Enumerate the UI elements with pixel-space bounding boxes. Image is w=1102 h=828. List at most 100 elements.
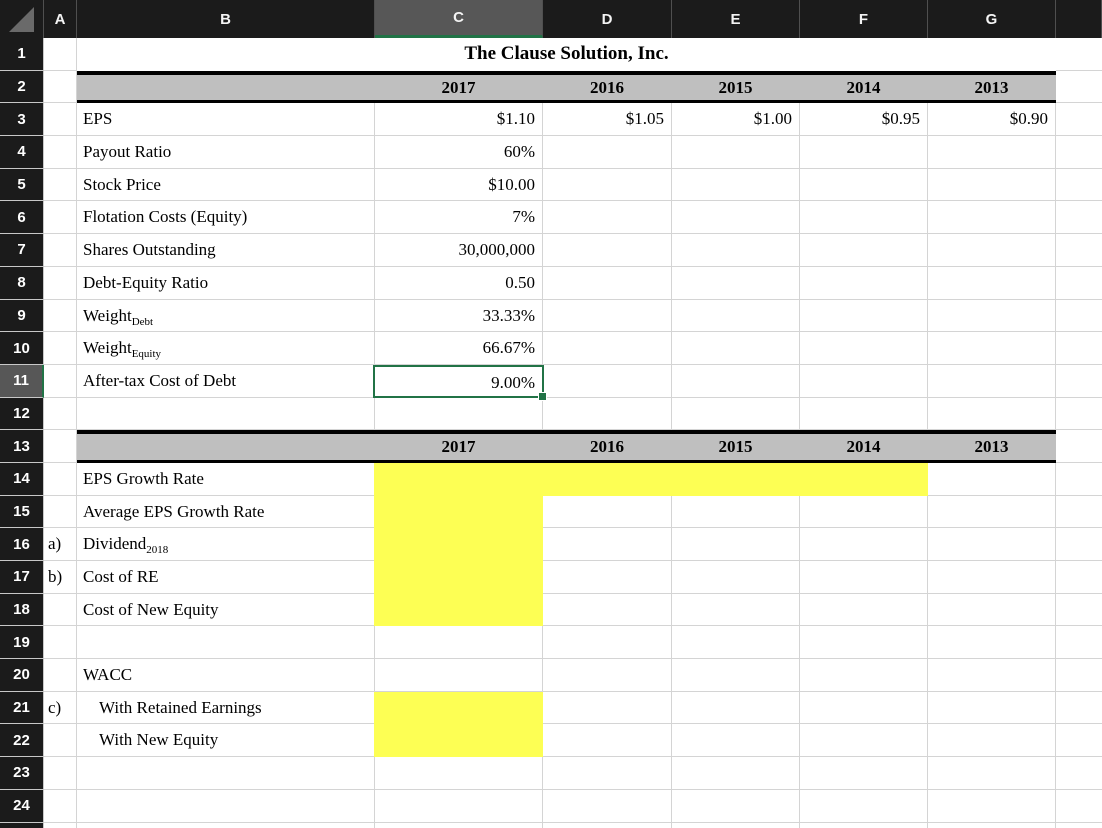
cell-payout-ratio-label[interactable]: Payout Ratio — [83, 142, 172, 162]
row-14: 14 EPS Growth Rate — [0, 462, 1102, 496]
column-header-A[interactable]: A — [44, 0, 77, 38]
row-header-13[interactable]: 13 — [0, 430, 44, 463]
cell-payout-ratio-2017[interactable]: 60% — [503, 142, 535, 162]
row-header-19[interactable]: 19 — [0, 626, 44, 660]
row-header-7[interactable]: 7 — [0, 234, 44, 267]
cell-dividend-2018-label[interactable]: Dividend2018 — [77, 528, 374, 561]
cell-shares-outstanding-label[interactable]: Shares Outstanding — [83, 240, 216, 260]
column-header-E[interactable]: E — [672, 0, 800, 38]
cell-dividend-2018-highlight[interactable] — [374, 528, 543, 561]
row-1: 1 The Clause Solution, Inc. — [0, 38, 1102, 71]
cell-cost-of-re-highlight[interactable] — [374, 561, 543, 594]
cell-year2-2015[interactable]: 2015 — [718, 437, 753, 457]
cell-weight-equity-2017[interactable]: 66.67% — [482, 338, 535, 358]
row-header-5[interactable]: 5 — [0, 168, 44, 202]
row-17: 17 b) Cost of RE — [0, 561, 1102, 594]
fill-handle[interactable] — [538, 391, 547, 401]
weight-equity-subscript: Equity — [131, 348, 162, 361]
cell-eps-2017[interactable]: $1.10 — [496, 109, 535, 129]
cell-year-2014[interactable]: 2014 — [846, 77, 881, 97]
row-21: 21 c) With Retained Earnings — [0, 691, 1102, 725]
row-6: 6 Flotation Costs (Equity) 7% — [0, 201, 1102, 235]
cell-year-2016[interactable]: 2016 — [590, 77, 624, 97]
cell-after-tax-cost-of-debt-label[interactable]: After-tax Cost of Debt — [83, 370, 237, 390]
row-header-14[interactable]: 14 — [0, 462, 44, 496]
cell-marker-c[interactable]: c) — [48, 697, 62, 717]
cell-year-2017[interactable]: 2017 — [441, 77, 476, 97]
cell-eps-2015[interactable]: $1.00 — [753, 109, 792, 129]
cell-marker-a[interactable]: a) — [48, 534, 62, 554]
cell-year2-2013[interactable]: 2013 — [974, 437, 1009, 457]
cell-eps-growth-rate-label[interactable]: EPS Growth Rate — [83, 468, 204, 488]
row-header-22[interactable]: 22 — [0, 724, 44, 758]
row-header-10[interactable]: 10 — [0, 332, 44, 365]
cell-cost-of-new-equity-label[interactable]: Cost of New Equity — [83, 599, 219, 619]
row-header-12[interactable]: 12 — [0, 397, 44, 431]
cell-wacc-retained-earnings-highlight[interactable] — [374, 691, 543, 725]
row-header-1[interactable]: 1 — [0, 38, 44, 71]
cell-wacc-retained-earnings-label[interactable]: With Retained Earnings — [99, 697, 262, 717]
cell-average-eps-growth-rate-highlight[interactable] — [374, 495, 543, 529]
column-header-G[interactable]: G — [928, 0, 1056, 38]
column-header-B[interactable]: B — [77, 0, 375, 38]
cell-wacc-new-equity-highlight[interactable] — [374, 724, 543, 758]
row-header-16[interactable]: 16 — [0, 528, 44, 561]
cell-debt-equity-ratio-2017[interactable]: 0.50 — [505, 272, 535, 292]
cell-eps-label[interactable]: EPS — [83, 109, 113, 129]
row-header-6[interactable]: 6 — [0, 201, 44, 235]
row-header-21[interactable]: 21 — [0, 691, 44, 725]
cell-stock-price-label[interactable]: Stock Price — [83, 174, 161, 194]
row-10: 10 WeightEquity 66.67% — [0, 332, 1102, 365]
row-header-24[interactable]: 24 — [0, 789, 44, 823]
cell-weight-debt-label[interactable]: WeightDebt — [77, 300, 374, 333]
row-header-20[interactable]: 20 — [0, 659, 44, 692]
row-header-11[interactable]: 11 — [0, 364, 44, 398]
row-header-15[interactable]: 15 — [0, 495, 44, 529]
row-header-8[interactable]: 8 — [0, 266, 44, 300]
column-header-D[interactable]: D — [543, 0, 672, 38]
cell-eps-growth-rate-highlight-2017-2014[interactable] — [374, 462, 928, 496]
cell-average-eps-growth-rate-label[interactable]: Average EPS Growth Rate — [83, 501, 265, 521]
row-header-17[interactable]: 17 — [0, 561, 44, 594]
cell-eps-2013[interactable]: $0.90 — [1009, 109, 1048, 129]
row-5: 5 Stock Price $10.00 — [0, 168, 1102, 202]
column-header-C[interactable]: C — [375, 0, 543, 38]
column-header-F[interactable]: F — [800, 0, 928, 38]
cell-weight-debt-2017[interactable]: 33.33% — [482, 305, 535, 325]
cell-wacc-new-equity-label[interactable]: With New Equity — [99, 730, 219, 750]
cell-title[interactable]: The Clause Solution, Inc. — [77, 38, 1056, 71]
cell-cost-of-re-label[interactable]: Cost of RE — [83, 567, 159, 586]
row-8: 8 Debt-Equity Ratio 0.50 — [0, 266, 1102, 300]
select-all-button[interactable] — [0, 0, 44, 38]
column-header-partial[interactable] — [1056, 0, 1102, 38]
cell-eps-2014[interactable]: $0.95 — [881, 109, 920, 129]
row-7: 7 Shares Outstanding 30,000,000 — [0, 234, 1102, 267]
cell-weight-equity-label[interactable]: WeightEquity — [77, 332, 374, 365]
cell-year-2015[interactable]: 2015 — [718, 77, 753, 97]
row-header-23[interactable]: 23 — [0, 757, 44, 790]
cell-marker-b[interactable]: b) — [48, 567, 63, 586]
cell-year2-2017[interactable]: 2017 — [441, 437, 476, 457]
cell-eps-2016[interactable]: $1.05 — [625, 109, 664, 129]
cell-stock-price-2017[interactable]: $10.00 — [488, 174, 535, 194]
cell-year-2013[interactable]: 2013 — [974, 77, 1009, 97]
dividend-text: Dividend — [83, 534, 147, 554]
row-header-25[interactable] — [0, 822, 44, 828]
row-header-18[interactable]: 18 — [0, 593, 44, 627]
cell-cost-of-new-equity-highlight[interactable] — [374, 593, 543, 627]
cell-wacc-label[interactable]: WACC — [83, 665, 133, 685]
cell-debt-equity-ratio-label[interactable]: Debt-Equity Ratio — [83, 272, 209, 292]
cell-year2-2014[interactable]: 2014 — [846, 437, 881, 457]
row-header-9[interactable]: 9 — [0, 299, 44, 333]
cell-flotation-costs-label[interactable]: Flotation Costs (Equity) — [83, 207, 248, 227]
cell-flotation-costs-2017[interactable]: 7% — [512, 207, 535, 227]
row-header-4[interactable]: 4 — [0, 136, 44, 169]
row-13: 13 2017 2016 2015 2014 2013 — [0, 430, 1102, 463]
row-header-3[interactable]: 3 — [0, 103, 44, 137]
cell-year2-2016[interactable]: 2016 — [590, 437, 624, 457]
row-header-2[interactable]: 2 — [0, 70, 44, 104]
row-23: 23 — [0, 757, 1102, 790]
cell-shares-outstanding-2017[interactable]: 30,000,000 — [458, 240, 536, 260]
cell-after-tax-cost-of-debt-2017-selected[interactable]: 9.00% — [373, 364, 547, 401]
